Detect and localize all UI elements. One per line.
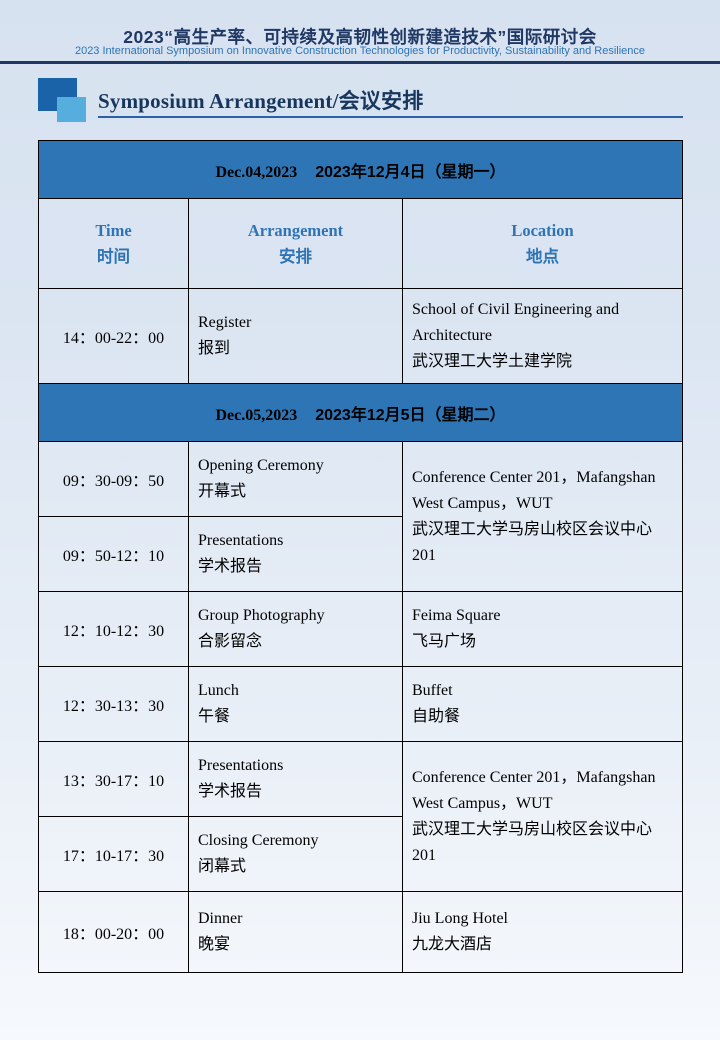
column-header-time-cn: 时间 — [97, 247, 130, 266]
activity-cn: 学术报告 — [198, 558, 263, 575]
table-row-lunch: 12：30-13：30 Lunch 午餐 Buffet 自助餐 — [38, 666, 684, 742]
column-header-arrangement-en: Arrangement — [247, 220, 344, 240]
location-cn: 武汉理工大学土建学院 — [412, 353, 573, 370]
column-header-arrangement: Arrangement 安排 — [188, 198, 403, 289]
location-en: Buffet — [412, 682, 453, 699]
activity-en: Group Photography — [198, 607, 325, 624]
table-row-register: 14：00-22：00 Register 报到 School of Civil … — [38, 288, 684, 384]
time-cell: 12：30-13：30 — [38, 666, 189, 742]
time-cell: 13：30-17：10 — [38, 741, 189, 817]
time-cell: 17：10-17：30 — [38, 816, 189, 892]
day1-header: Dec.04,2023 2023年12月4日（星期一） — [37, 140, 684, 199]
arrangement-cell: Lunch 午餐 — [188, 666, 403, 742]
location-cn: 自助餐 — [412, 708, 461, 725]
location-cell: Jiu Long Hotel 九龙大酒店 — [401, 891, 684, 973]
activity-cn: 学术报告 — [198, 783, 263, 800]
location-en: Conference Center 201，Mafangshan West Ca… — [412, 468, 656, 512]
arrangement-cell: Presentations 学术报告 — [188, 516, 403, 592]
column-header-time: Time 时间 — [38, 198, 189, 289]
location-en: Feima Square — [412, 607, 501, 624]
day2-date-en: Dec.05,2023 — [215, 406, 298, 424]
time-cell: 18：00-20：00 — [38, 891, 189, 973]
table-row-presentations-am: 09：50-12：10 Presentations 学术报告 — [38, 516, 683, 592]
table-row-presentations-pm: 13：30-17：10 Presentations 学术报告 Conferenc… — [38, 741, 684, 892]
time-cell: 14：00-22：00 — [38, 288, 189, 384]
day2-date-cn: 2023年12月5日（星期二） — [315, 406, 506, 424]
column-header-location-cn: 地点 — [526, 247, 559, 266]
location-en: Conference Center 201，Mafangshan West Ca… — [412, 768, 656, 812]
location-cell-merged-morning: Conference Center 201，Mafangshan West Ca… — [401, 441, 684, 592]
arrangement-cell: Dinner 晚宴 — [188, 891, 403, 973]
location-cn: 武汉理工大学马房山校区会议中心201 — [412, 520, 653, 564]
location-cn: 武汉理工大学马房山校区会议中心201 — [412, 820, 653, 864]
location-cell-merged-afternoon: Conference Center 201，Mafangshan West Ca… — [401, 741, 684, 892]
column-header-location-en: Location — [511, 220, 574, 240]
location-cn: 九龙大酒店 — [412, 936, 493, 953]
arrangement-cell: Opening Ceremony 开幕式 — [188, 441, 403, 517]
location-en: Jiu Long Hotel — [412, 910, 508, 927]
activity-cn: 闭幕式 — [198, 858, 247, 875]
column-header-row: Time 时间 Arrangement 安排 Location 地点 — [38, 198, 684, 289]
activity-en: Register — [198, 314, 252, 331]
time-cell: 12：10-12：30 — [38, 591, 189, 667]
section-underline — [98, 116, 683, 118]
day1-header-row: Dec.04,2023 2023年12月4日（星期一） — [37, 140, 684, 199]
section-title: Symposium Arrangement/会议安排 — [98, 89, 424, 113]
activity-en: Presentations — [198, 757, 284, 774]
page-title: 2023“高生产率、可持续及高韧性创新建造技术”国际研讨会 — [123, 27, 597, 47]
activity-en: Presentations — [198, 532, 284, 549]
table-row-group-photography: 12：10-12：30 Group Photography 合影留念 Feima… — [38, 591, 684, 667]
column-header-location: Location 地点 — [401, 198, 684, 289]
activity-en: Closing Ceremony — [198, 832, 319, 849]
day1-date-en: Dec.04,2023 — [215, 163, 298, 181]
day2-header: Dec.05,2023 2023年12月5日（星期二） — [37, 383, 684, 442]
day1-date-cn: 2023年12月4日（星期一） — [315, 163, 506, 181]
activity-cn: 午餐 — [198, 708, 231, 725]
header-divider — [0, 61, 720, 64]
location-cell: School of Civil Engineering and Architec… — [401, 288, 684, 384]
arrangement-cell: Closing Ceremony 闭幕式 — [188, 816, 403, 892]
time-cell: 09：50-12：10 — [38, 516, 189, 592]
activity-en: Lunch — [198, 682, 239, 699]
arrangement-cell: Group Photography 合影留念 — [188, 591, 403, 667]
table-row-dinner: 18：00-20：00 Dinner 晚宴 Jiu Long Hotel 九龙大… — [38, 891, 684, 973]
time-cell: 09：30-09：50 — [38, 441, 189, 517]
arrangement-cell: Presentations 学术报告 — [188, 741, 403, 817]
activity-cn: 晚宴 — [198, 936, 231, 953]
activity-en: Opening Ceremony — [198, 457, 324, 474]
activity-cn: 合影留念 — [198, 633, 263, 650]
arrangement-cell: Register 报到 — [188, 288, 403, 384]
table-row-opening-ceremony: 09：30-09：50 Opening Ceremony 开幕式 Confere… — [38, 441, 684, 592]
column-header-arrangement-cn: 安排 — [279, 247, 312, 266]
location-cn: 飞马广场 — [412, 633, 477, 650]
table-row-closing-ceremony: 17：10-17：30 Closing Ceremony 闭幕式 — [38, 816, 683, 892]
column-header-time-en: Time — [95, 220, 132, 240]
activity-cn: 报到 — [198, 340, 231, 357]
location-cell: Feima Square 飞马广场 — [401, 591, 684, 667]
page-subtitle: 2023 International Symposium on Innovati… — [74, 45, 646, 57]
location-cell: Buffet 自助餐 — [401, 666, 684, 742]
activity-cn: 开幕式 — [198, 483, 247, 500]
day2-header-row: Dec.05,2023 2023年12月5日（星期二） — [37, 383, 684, 442]
schedule-table: Dec.04,2023 2023年12月4日（星期一） Time 时间 Arran… — [37, 140, 684, 973]
section-marker-light-square-icon — [57, 97, 86, 122]
activity-en: Dinner — [198, 910, 243, 927]
location-en: School of Civil Engineering and Architec… — [412, 301, 620, 344]
